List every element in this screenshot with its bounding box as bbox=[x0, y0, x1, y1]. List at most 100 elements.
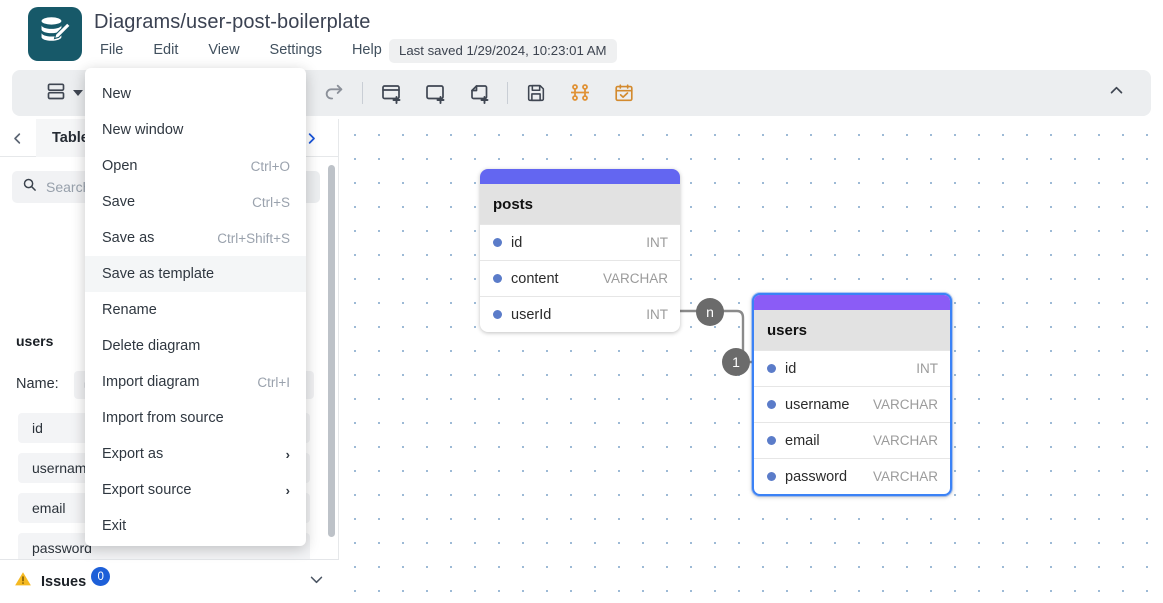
table-field-row[interactable]: password VARCHAR bbox=[754, 458, 950, 494]
table-header-color-bar bbox=[480, 169, 680, 184]
redo-button[interactable] bbox=[312, 78, 356, 108]
table-field-row[interactable]: id INT bbox=[754, 350, 950, 386]
table-field-row[interactable]: id INT bbox=[480, 224, 680, 260]
menu-item-save-as[interactable]: Save as Ctrl+Shift+S bbox=[85, 220, 306, 256]
table-title: users bbox=[754, 310, 950, 350]
menu-item-import-from-source[interactable]: Import from source bbox=[85, 400, 306, 436]
table-header-color-bar bbox=[754, 295, 950, 310]
field-type: VARCHAR bbox=[872, 397, 938, 412]
field-dot-icon bbox=[767, 364, 776, 373]
field-name: password bbox=[785, 468, 848, 485]
app-header: Diagrams/user-post-boilerplate File Edit… bbox=[0, 0, 1163, 68]
relationship-cardinality-n[interactable]: n bbox=[696, 298, 724, 326]
save-button[interactable] bbox=[514, 78, 558, 108]
menu-item-open[interactable]: Open Ctrl+O bbox=[85, 148, 306, 184]
menu-view[interactable]: View bbox=[208, 42, 240, 58]
menu-item-export-as[interactable]: Export as › bbox=[85, 436, 306, 472]
menu-item-label: Rename bbox=[102, 302, 157, 318]
menu-settings[interactable]: Settings bbox=[269, 42, 322, 58]
search-icon bbox=[22, 177, 37, 197]
sidebar-selected-table[interactable]: users bbox=[16, 333, 54, 349]
name-label: Name: bbox=[16, 376, 59, 392]
field-type: INT bbox=[916, 361, 938, 376]
relationship-connector bbox=[680, 309, 757, 364]
field-dot-icon bbox=[767, 436, 776, 445]
table-field-row[interactable]: content VARCHAR bbox=[480, 260, 680, 296]
table-layout-icon bbox=[46, 81, 66, 106]
menu-edit[interactable]: Edit bbox=[153, 42, 179, 58]
menu-item-label: Export source bbox=[102, 482, 192, 498]
table-field-row[interactable]: userId INT bbox=[480, 296, 680, 332]
menu-item-rename[interactable]: Rename bbox=[85, 292, 306, 328]
menu-item-label: Export as bbox=[102, 446, 164, 462]
field-dot-icon bbox=[767, 472, 776, 481]
todo-calendar-button[interactable] bbox=[602, 78, 646, 108]
menu-item-save-as-template[interactable]: Save as template bbox=[85, 256, 306, 292]
menu-item-shortcut: Ctrl+S bbox=[252, 194, 290, 210]
table-field-row[interactable]: email VARCHAR bbox=[754, 422, 950, 458]
sidebar-next-tab-button[interactable] bbox=[300, 127, 322, 149]
collapse-toolbar-button[interactable] bbox=[1091, 77, 1141, 109]
last-saved-status: Last saved 1/29/2024, 10:23:01 AM bbox=[389, 39, 617, 63]
field-type: VARCHAR bbox=[872, 469, 938, 484]
field-dot-icon bbox=[493, 238, 502, 247]
menu-item-new[interactable]: New bbox=[85, 76, 306, 112]
issues-count-badge: 0 bbox=[91, 567, 111, 586]
file-dropdown-menu[interactable]: New New window Open Ctrl+O Save Ctrl+S S… bbox=[85, 68, 306, 546]
chevron-up-icon bbox=[1108, 82, 1125, 104]
menu-item-shortcut: Ctrl+Shift+S bbox=[217, 230, 290, 246]
field-dot-icon bbox=[767, 400, 776, 409]
menu-item-label: Import diagram bbox=[102, 374, 200, 390]
field-type: INT bbox=[646, 235, 668, 250]
field-name: content bbox=[511, 270, 559, 287]
table-layout-button[interactable] bbox=[46, 79, 83, 107]
field-name: username bbox=[785, 396, 850, 413]
menu-item-shortcut: Ctrl+I bbox=[257, 374, 290, 390]
menu-item-exit[interactable]: Exit bbox=[85, 508, 306, 544]
menu-item-new-window[interactable]: New window bbox=[85, 112, 306, 148]
relationship-cardinality-1[interactable]: 1 bbox=[722, 348, 750, 376]
menu-item-label: Save bbox=[102, 194, 136, 210]
chevron-down-icon[interactable] bbox=[308, 571, 325, 593]
field-type: VARCHAR bbox=[602, 271, 668, 286]
toolbar-divider bbox=[362, 82, 363, 104]
issues-bar[interactable]: Issues 0 bbox=[0, 559, 339, 603]
warning-triangle-icon bbox=[14, 570, 32, 593]
field-type: INT bbox=[646, 307, 668, 322]
chevron-down-icon bbox=[73, 90, 83, 96]
table-node-users[interactable]: users id INT username VARCHAR email VARC… bbox=[752, 293, 952, 496]
field-name: id bbox=[511, 234, 523, 251]
menu-item-export-source[interactable]: Export source › bbox=[85, 472, 306, 508]
sidebar-scrollbar[interactable] bbox=[328, 165, 335, 537]
table-node-posts[interactable]: posts id INT content VARCHAR userId INT bbox=[480, 169, 680, 332]
table-title: posts bbox=[480, 184, 680, 224]
add-note-button[interactable] bbox=[457, 78, 501, 108]
menu-item-label: Exit bbox=[102, 518, 127, 534]
field-name: id bbox=[785, 360, 797, 377]
menu-item-shortcut: Ctrl+O bbox=[250, 158, 290, 174]
app-logo bbox=[28, 7, 82, 61]
menu-item-save[interactable]: Save Ctrl+S bbox=[85, 184, 306, 220]
field-name: email bbox=[785, 432, 820, 449]
menu-item-delete-diagram[interactable]: Delete diagram bbox=[85, 328, 306, 364]
relationships-button[interactable] bbox=[558, 78, 602, 108]
add-table-button[interactable] bbox=[369, 78, 413, 108]
diagram-canvas[interactable]: posts id INT content VARCHAR userId INT … bbox=[339, 119, 1163, 603]
issues-label: Issues bbox=[41, 573, 87, 590]
menu-file[interactable]: File bbox=[100, 42, 124, 58]
sidebar-collapse-button[interactable] bbox=[6, 127, 28, 149]
menu-item-label: Save as bbox=[102, 230, 155, 246]
add-area-button[interactable] bbox=[413, 78, 457, 108]
toolbar-icon-group bbox=[312, 78, 646, 108]
table-field-row[interactable]: username VARCHAR bbox=[754, 386, 950, 422]
menu-help[interactable]: Help bbox=[351, 42, 382, 58]
menu-item-label: New bbox=[102, 86, 132, 102]
chevron-right-icon: › bbox=[285, 446, 290, 462]
field-dot-icon bbox=[493, 274, 502, 283]
menu-item-import-diagram[interactable]: Import diagram Ctrl+I bbox=[85, 364, 306, 400]
menu-bar: File Edit View Settings Help bbox=[98, 41, 384, 59]
menu-item-label: Delete diagram bbox=[102, 338, 201, 354]
field-type: VARCHAR bbox=[872, 433, 938, 448]
toolbar-divider bbox=[507, 82, 508, 104]
menu-item-label: New window bbox=[102, 122, 184, 138]
